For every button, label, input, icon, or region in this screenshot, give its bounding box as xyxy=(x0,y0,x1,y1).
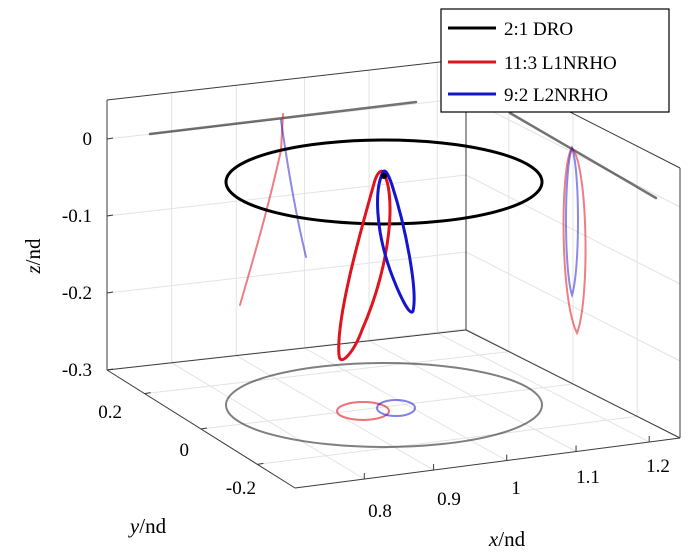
axis-edge-back-bottom xyxy=(106,329,467,371)
z-gridline-back-1 xyxy=(106,174,467,217)
x-tick-2: 1 xyxy=(511,478,521,499)
l2nrho-projection-yz xyxy=(565,145,579,299)
z-tick-mark-2 xyxy=(106,291,114,294)
z-tick-1: -0.1 xyxy=(62,206,92,227)
l1nrho-projection-yz xyxy=(562,146,587,336)
x-tick-0: 0.8 xyxy=(368,501,392,522)
y-tick-1: 0 xyxy=(180,440,190,461)
dro-orbit xyxy=(224,138,544,226)
y-tick-2: -0.2 xyxy=(226,478,256,499)
axes-box-and-grid xyxy=(106,58,681,489)
orbit-curves xyxy=(224,138,544,362)
legend-label-l1nrho: 11:3 L1NRHO xyxy=(504,53,617,74)
axis-edge-right-bottom xyxy=(465,329,681,439)
x-tick-4: 1.2 xyxy=(646,456,670,477)
l2nrho-orbit xyxy=(376,169,416,314)
orbit-projections xyxy=(148,100,658,448)
x-axis-line xyxy=(294,437,681,489)
l2nrho-projection-xy xyxy=(376,399,416,417)
l1nrho-projection-xy xyxy=(336,401,390,421)
y-tick-mark-1 xyxy=(200,427,208,430)
z-tick-mark-3 xyxy=(106,368,114,371)
x-tick-1: 0.9 xyxy=(437,489,461,510)
legend: 2:1 DRO 11:3 L1NRHO 9:2 L2NRHO xyxy=(440,8,670,113)
x-axis-label: x/nd xyxy=(488,527,526,551)
dro-projection-xy xyxy=(225,362,543,448)
z-tick-mark-1 xyxy=(106,214,114,217)
l2nrho-projection-xz xyxy=(280,119,307,258)
l1nrho-orbit xyxy=(337,169,392,362)
legend-label-dro: 2:1 DRO xyxy=(504,19,573,40)
y-gridline-floor-2 xyxy=(257,415,638,465)
legend-label-l2nrho: 9:2 L2NRHO xyxy=(504,85,608,106)
y-tick-mark-2 xyxy=(257,462,264,465)
moon-marker xyxy=(381,173,387,179)
z-tick-2: -0.2 xyxy=(62,283,92,304)
y-tick-mark-0 xyxy=(144,392,151,395)
l1nrho-projection-xz xyxy=(239,113,284,306)
z-axis-label: z/nd xyxy=(21,238,45,275)
z-tick-3: -0.3 xyxy=(62,360,92,381)
z-gridline-back-2 xyxy=(106,251,467,294)
z-tick-0: 0 xyxy=(83,129,93,150)
x-tick-3: 1.1 xyxy=(576,467,600,488)
z-tick-mark-0 xyxy=(106,137,114,140)
y-axis-label: y/nd xyxy=(128,514,167,538)
axis-edge-back-top xyxy=(106,58,467,101)
y-tick-0: 0.2 xyxy=(98,402,122,423)
dro-projection-yz xyxy=(508,111,658,200)
y-gridline-floor-0 xyxy=(144,351,509,395)
